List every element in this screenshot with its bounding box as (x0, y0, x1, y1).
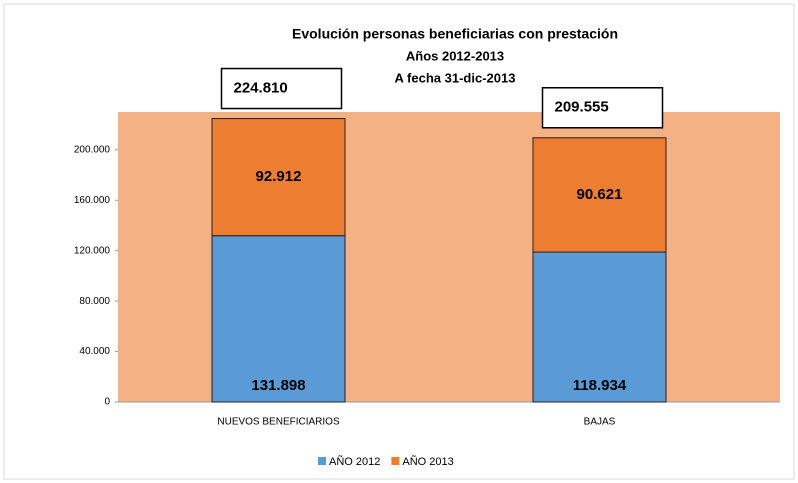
legend-label: AÑO 2012 (329, 455, 380, 468)
y-tick-label: 200.000 (74, 144, 111, 155)
x-tick-label: BAJAS (584, 417, 616, 428)
bar-segment (211, 118, 346, 237)
legend-label: AÑO 2013 (402, 455, 453, 468)
data-label: 90.621 (577, 186, 623, 203)
chart-subtitle: Años 2012-2013 (406, 48, 504, 63)
total-label: 224.810 (234, 80, 288, 97)
y-tick-label: 80.000 (79, 296, 110, 307)
data-label: 92.912 (256, 168, 302, 185)
total-box (220, 67, 343, 110)
y-tick-label: 0 (104, 397, 110, 408)
bar-segment (211, 235, 346, 403)
legend-swatch (318, 457, 326, 465)
chart-title: Evolución personas beneficiarias con pre… (292, 26, 618, 42)
y-tick-label: 40.000 (79, 346, 110, 357)
x-tick-label: NUEVOS BENEFICIARIOS (217, 417, 340, 428)
bar-segment (532, 251, 667, 403)
y-tick-label: 120.000 (74, 245, 111, 256)
bar-segment (532, 137, 667, 253)
total-box (541, 87, 664, 129)
total-label: 209.555 (555, 99, 609, 116)
y-tick-label: 160.000 (74, 195, 111, 206)
data-label: 131.898 (251, 377, 305, 394)
legend-swatch (391, 457, 400, 465)
chart-annotation: A fecha 31-dic-2013 (395, 70, 516, 85)
data-label: 118.934 (573, 377, 627, 394)
